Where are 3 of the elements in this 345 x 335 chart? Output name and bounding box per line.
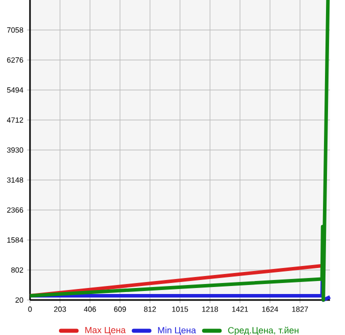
legend-label: Min Цена (158, 326, 196, 335)
legend-label: Max Цена (85, 326, 126, 335)
legend-label: Сред.Цена, т.йен (228, 326, 298, 335)
